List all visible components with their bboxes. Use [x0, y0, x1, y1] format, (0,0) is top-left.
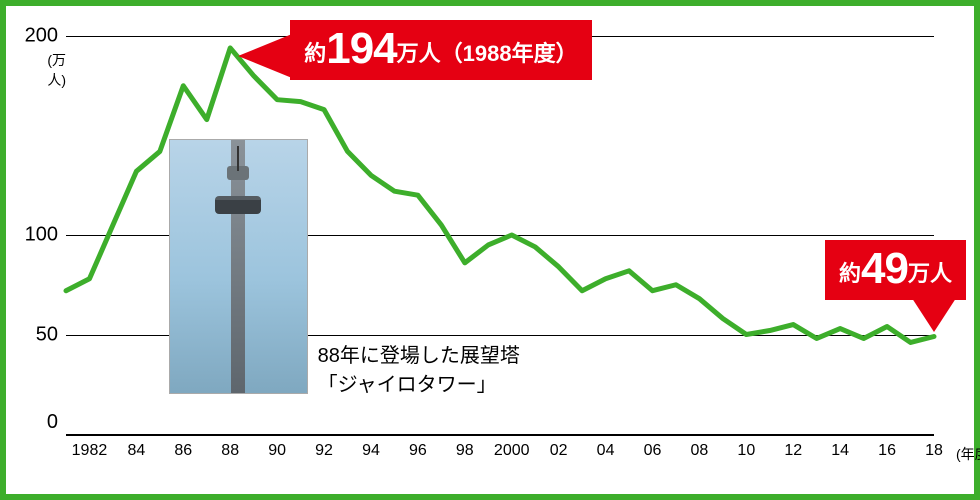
y-tick-label: 50: [36, 323, 58, 346]
latest-callout: 約49万人: [825, 240, 966, 300]
peak-pre: 約: [304, 41, 326, 66]
peak-value: 194: [326, 24, 396, 73]
plot-area: 050100200 (万人) 1982848688909294969820000…: [66, 36, 934, 434]
x-tick-label: 94: [362, 442, 380, 460]
tower-photo: [169, 139, 307, 394]
peak-post: 万人（1988年度）: [397, 41, 578, 66]
x-tick-label: 2000: [494, 442, 530, 460]
photo-caption: 88年に登場した展望塔 「ジャイロタワー」: [318, 342, 520, 400]
y-tick-label: 0: [47, 411, 58, 434]
x-tick-label: 10: [737, 442, 755, 460]
x-tick-label: 86: [174, 442, 192, 460]
latest-value: 49: [861, 244, 908, 293]
x-axis-line: [66, 434, 934, 436]
tower-antenna-shape: [237, 146, 239, 171]
x-tick-label: 12: [784, 442, 802, 460]
x-tick-label: 1982: [72, 442, 108, 460]
y-tick-label: 100: [25, 224, 58, 247]
x-tick-label: 16: [878, 442, 896, 460]
y-axis-unit: (万人): [47, 50, 66, 90]
x-axis-unit: (年度): [956, 444, 980, 464]
x-tick-label: 84: [127, 442, 145, 460]
peak-callout-arrow: [238, 34, 292, 78]
latest-post: 万人: [908, 261, 952, 286]
caption-line2: 「ジャイロタワー」: [318, 374, 497, 396]
x-tick-label: 88: [221, 442, 239, 460]
x-tick-label: 08: [690, 442, 708, 460]
x-tick-label: 18: [925, 442, 943, 460]
x-tick-label: 98: [456, 442, 474, 460]
chart-container: 0 50 100 200 (万人) 1982 84 86 88 90 92 94 96 98 2000 0…: [0, 0, 980, 500]
peak-callout: 約194万人（1988年度）: [290, 20, 591, 80]
x-tick-label: 92: [315, 442, 333, 460]
latest-pre: 約: [839, 261, 861, 286]
y-tick-label: 200: [25, 25, 58, 48]
x-tick-label: 06: [644, 442, 662, 460]
caption-line1: 88年に登場した展望塔: [318, 345, 520, 367]
tower-cabin-shape: [215, 196, 261, 214]
x-tick-label: 90: [268, 442, 286, 460]
x-tick-label: 96: [409, 442, 427, 460]
x-tick-label: 02: [550, 442, 568, 460]
x-tick-label: 04: [597, 442, 615, 460]
x-tick-label: 14: [831, 442, 849, 460]
